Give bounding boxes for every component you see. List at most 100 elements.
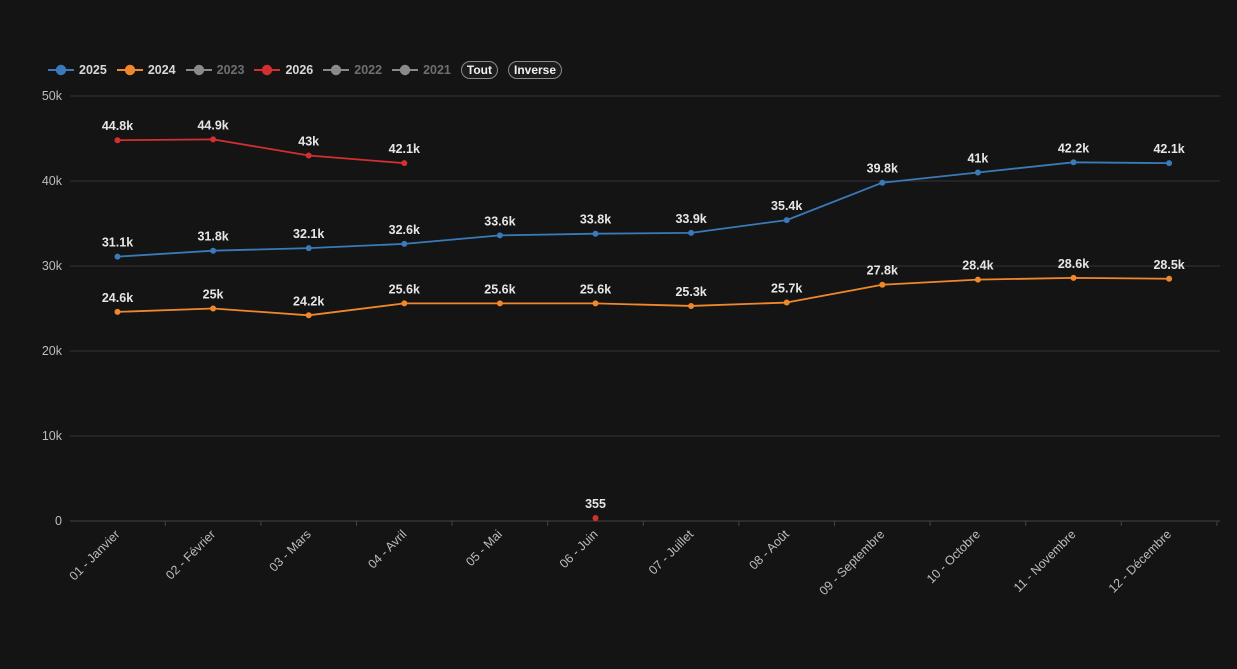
legend-swatch-icon	[116, 64, 143, 76]
legend-item-2021[interactable]: 2021	[392, 63, 451, 77]
legend-button-inverse[interactable]: Inverse	[507, 61, 563, 79]
x-tick-label: 08 - Août	[747, 527, 793, 573]
data-point[interactable]	[1070, 274, 1077, 281]
data-point[interactable]	[592, 230, 599, 237]
data-label: 25.6k	[484, 282, 515, 296]
x-tick-label: 09 - Septembre	[817, 527, 888, 598]
legend-swatch-dot	[193, 64, 204, 76]
data-point[interactable]	[879, 281, 886, 288]
data-label: 31.1k	[102, 236, 133, 250]
data-label: 33.9k	[675, 212, 706, 226]
data-point[interactable]	[305, 245, 312, 252]
data-point[interactable]	[401, 240, 408, 247]
data-label: 42.1k	[389, 142, 420, 156]
data-point[interactable]	[1070, 159, 1077, 166]
data-label: 24.6k	[102, 291, 133, 305]
data-point[interactable]	[974, 276, 981, 283]
data-label: 25.7k	[771, 282, 802, 296]
series-lines	[114, 136, 1173, 521]
y-tick-label: 40k	[42, 174, 63, 188]
series-line-2026	[117, 138, 405, 165]
data-label: 41k	[967, 152, 988, 166]
x-tick-label: 02 - Février	[163, 527, 218, 582]
data-point[interactable]	[879, 179, 886, 186]
x-tick-label: 01 - Janvier	[67, 527, 123, 583]
data-point[interactable]	[114, 137, 121, 144]
legend-swatch-dot	[55, 64, 67, 76]
legend-item-2026[interactable]: 2026	[254, 63, 313, 77]
y-tick-label: 50k	[42, 89, 63, 103]
x-tick-label: 05 - Mai	[463, 527, 505, 569]
data-point[interactable]	[210, 247, 217, 254]
data-point[interactable]	[974, 169, 981, 176]
data-point[interactable]	[496, 300, 503, 307]
x-axis-ticks: 01 - Janvier 02 - Février 03 - Mars 04 - Av…	[67, 521, 1218, 598]
legend-label: 2024	[147, 63, 176, 77]
legend-swatch-icon	[392, 64, 419, 76]
data-point[interactable]	[210, 136, 217, 143]
data-label: 355	[585, 497, 606, 511]
data-label: 43k	[298, 135, 319, 149]
data-label: 31.8k	[197, 230, 228, 244]
data-label: 39.8k	[867, 162, 898, 176]
data-point[interactable]	[592, 300, 599, 307]
grid-lines	[70, 95, 1220, 522]
data-label: 35.4k	[771, 199, 802, 213]
data-label: 24.2k	[293, 294, 324, 308]
data-point[interactable]	[688, 229, 695, 236]
data-point[interactable]	[592, 514, 599, 521]
data-label: 32.6k	[389, 223, 420, 237]
legend-label: 2022	[354, 63, 383, 77]
legend-label: 2023	[216, 63, 245, 77]
legend-button-tout[interactable]: Tout	[460, 61, 498, 79]
x-tick-label: 07 - Juillet	[646, 527, 697, 578]
data-point[interactable]	[496, 232, 503, 239]
y-tick-label: 20k	[42, 344, 63, 358]
y-tick-label: 30k	[42, 259, 63, 273]
data-point[interactable]	[401, 160, 408, 167]
data-label: 44.8k	[102, 119, 133, 133]
x-tick-label: 06 - Juin	[557, 527, 601, 571]
data-point[interactable]	[1166, 275, 1173, 282]
legend-item-2022[interactable]: 2022	[323, 63, 382, 77]
data-label: 27.8k	[867, 264, 898, 278]
data-label: 32.1k	[293, 227, 324, 241]
legend-label: 2021	[423, 63, 451, 77]
data-point[interactable]	[401, 300, 408, 307]
data-point[interactable]	[1166, 160, 1173, 167]
y-tick-label: 10k	[42, 429, 63, 443]
data-label: 25k	[203, 288, 224, 302]
x-tick-label: 11 - Novembre	[1011, 527, 1079, 595]
legend-item-2023[interactable]: 2023	[185, 63, 245, 77]
series-2026	[114, 136, 599, 521]
series-line-2024	[117, 276, 1170, 317]
data-point[interactable]	[783, 299, 790, 306]
data-point[interactable]	[114, 253, 121, 260]
data-label: 33.8k	[580, 213, 611, 227]
data-point[interactable]	[305, 152, 312, 159]
series-2025	[114, 159, 1173, 260]
data-label: 28.5k	[1153, 258, 1184, 272]
x-tick-label: 12 - Décembre	[1106, 527, 1174, 595]
legend-item-2025[interactable]: 2025	[48, 63, 107, 77]
data-point[interactable]	[688, 302, 695, 309]
data-point[interactable]	[114, 308, 121, 315]
legend-swatch-dot	[331, 64, 342, 76]
data-label: 28.4k	[962, 259, 993, 273]
data-label: 33.6k	[484, 214, 515, 228]
series-2024	[114, 274, 1173, 319]
data-labels: 31.1k 31.8k 32.1k 32.6k 33.6k 33.8k 33.9k 35.4k…	[102, 118, 1185, 511]
data-point[interactable]	[210, 305, 217, 312]
series-line-2025	[117, 161, 1170, 258]
data-label: 44.9k	[197, 118, 228, 132]
x-tick-label: 04 - Avril	[365, 527, 409, 571]
data-label: 28.6k	[1058, 257, 1089, 271]
data-point[interactable]	[305, 312, 312, 319]
data-point[interactable]	[783, 217, 790, 224]
legend-label: 2025	[79, 63, 107, 77]
x-tick-label: 03 - Mars	[267, 527, 314, 574]
data-label: 42.1k	[1153, 142, 1184, 156]
legend-swatch-icon	[48, 64, 74, 76]
legend-item-2024[interactable]: 2024	[116, 63, 176, 77]
